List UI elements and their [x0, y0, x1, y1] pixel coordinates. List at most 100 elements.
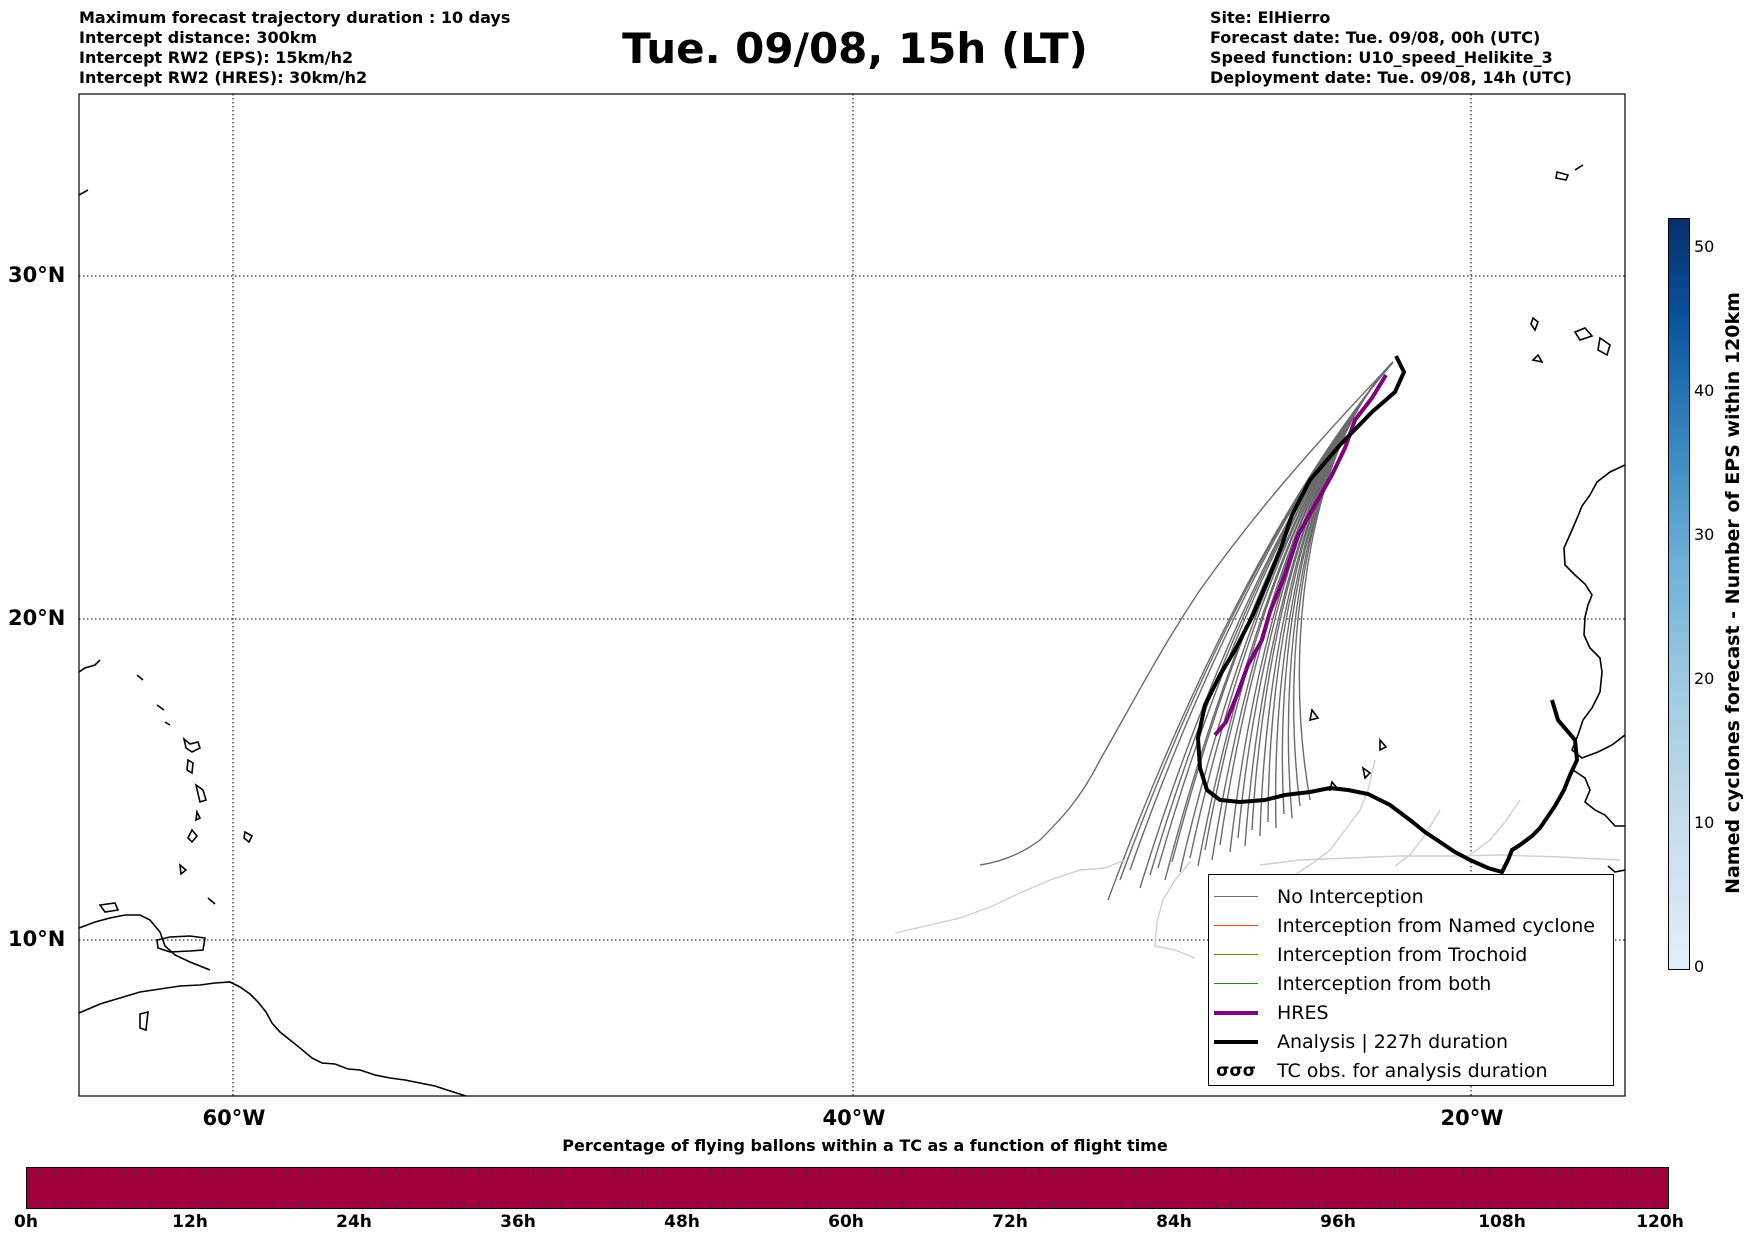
- map-title: Tue. 09/08, 15h (LT): [622, 24, 1088, 73]
- colorbar-tick-20: 20: [1694, 669, 1715, 688]
- coast-africa-3: [1607, 865, 1626, 873]
- coast-island-5: [1531, 353, 1544, 364]
- coast-island-4: [1573, 327, 1594, 341]
- trajectory-light-1: [894, 859, 1126, 934]
- header-left: Maximum forecast trajectory duration : 1…: [79, 8, 510, 88]
- coast-africa-south: [1572, 769, 1625, 827]
- coast-island-2: [1555, 170, 1570, 181]
- coast-antilles-4: [164, 721, 171, 726]
- trajectory-light-6: [1259, 854, 1621, 866]
- coast-venezuela-north: [78, 914, 211, 971]
- colorbar-tick-30: 30: [1694, 525, 1715, 544]
- legend-item-named-cyclone: Interception from Named cyclone: [1209, 911, 1595, 940]
- analysis-trajectory: [1195, 355, 1580, 875]
- header-line-deployment-date: Deployment date: Tue. 09/08, 14h (UTC): [1210, 68, 1572, 87]
- flight-time-tick-60h: 60h: [828, 1212, 864, 1232]
- coast-antilles-7: [194, 783, 207, 804]
- legend-item-tc-obs: σσσ TC obs. for analysis duration: [1209, 1056, 1548, 1085]
- trajectory-light-4: [1394, 809, 1441, 867]
- colorbar-tick-50: 50: [1694, 237, 1715, 256]
- trajectories: [894, 355, 1621, 959]
- legend-swatch-olive: [1214, 954, 1258, 955]
- colorbar-tick-10: 10: [1694, 813, 1715, 832]
- flight-time-tick-72h: 72h: [992, 1212, 1028, 1232]
- trajectory-light-2: [1154, 861, 1196, 959]
- eps-trajectories-lightgray: [894, 759, 1621, 959]
- legend-item-hres: HRES: [1209, 998, 1329, 1027]
- legend-label: Analysis | 227h duration: [1277, 1030, 1509, 1053]
- lat-label-10: 10°N: [8, 927, 66, 951]
- header-line-site: Site: ElHierro: [1210, 8, 1331, 27]
- eps-trajectory: [1298, 361, 1394, 801]
- colorbar-flight-time: [26, 1167, 1669, 1209]
- coast-antilles-9: [187, 828, 199, 844]
- legend-swatch-green: [1214, 983, 1258, 984]
- legend-item-both: Interception from both: [1209, 969, 1491, 998]
- coast-island-1: [1530, 316, 1539, 332]
- header-right: Site: ElHierro Forecast date: Tue. 09/08…: [1210, 8, 1572, 88]
- flight-time-tick-0h: 0h: [14, 1212, 38, 1232]
- legend-swatch-black: [1214, 1039, 1258, 1044]
- coast-antilles-15: [78, 189, 89, 196]
- legend-item-analysis: Analysis | 227h duration: [1209, 1027, 1508, 1056]
- legend-item-trochoid: Interception from Trochoid: [1209, 940, 1527, 969]
- coast-antilles-11: [243, 830, 254, 844]
- lon-label-20w: 20°W: [1440, 1106, 1504, 1130]
- coast-antilles-12: [207, 897, 216, 905]
- legend-label: HRES: [1277, 1001, 1329, 1024]
- trajectory-light-3: [1289, 759, 1376, 879]
- colorbar-tick-40: 40: [1694, 381, 1715, 400]
- bottom-colorbar-title: Percentage of flying ballons within a TC…: [562, 1136, 1168, 1155]
- coast-antilles-6: [186, 758, 194, 775]
- coast-antilles-13: [98, 902, 120, 913]
- lon-label-60w: 60°W: [202, 1106, 266, 1130]
- eps-trajectory-outlier: [979, 361, 1394, 866]
- coast-capeverde-1: [1308, 708, 1320, 722]
- legend-swatch-purple: [1214, 1010, 1258, 1015]
- coast-antilles-14: [139, 1010, 149, 1032]
- flight-time-tick-84h: 84h: [1156, 1212, 1192, 1232]
- coast-antilles-10: [178, 863, 188, 876]
- legend-label: Interception from Trochoid: [1277, 943, 1528, 966]
- header-line-intercept-distance: Intercept distance: 300km: [79, 28, 318, 47]
- trajectory-light-5: [1469, 799, 1521, 856]
- flight-time-tick-36h: 36h: [500, 1212, 536, 1232]
- coastlines: [78, 164, 1626, 1097]
- lat-label-20: 20°N: [8, 606, 66, 630]
- colorbar-eps: [1668, 218, 1690, 970]
- header-line-forecast-date: Forecast date: Tue. 09/08, 00h (UTC): [1210, 28, 1541, 47]
- coast-antilles-3: [156, 704, 165, 711]
- lat-label-30: 30°N: [8, 263, 66, 287]
- header-line-duration: Maximum forecast trajectory duration : 1…: [79, 8, 511, 27]
- coast-antilles-5: [182, 736, 201, 753]
- legend-label: Interception from Named cyclone: [1277, 914, 1595, 937]
- flight-time-tick-48h: 48h: [664, 1212, 700, 1232]
- flight-time-tick-120h: 120h: [1636, 1212, 1684, 1232]
- flight-time-tick-12h: 12h: [172, 1212, 208, 1232]
- coast-trinidad: [156, 935, 206, 953]
- hres-trajectory: [1213, 373, 1388, 737]
- legend-item-no-interception: No Interception: [1209, 882, 1424, 911]
- legend-label: Interception from both: [1277, 972, 1492, 995]
- legend-swatch-gray: [1214, 896, 1258, 897]
- header-line-speed-function: Speed function: U10_speed_Helikite_3: [1210, 48, 1553, 67]
- colorbar-flight-time-divisions: [40, 1168, 1655, 1208]
- legend-swatch-orange: [1214, 925, 1258, 926]
- legend: No Interception Interception from Named …: [1208, 874, 1614, 1086]
- legend-label: No Interception: [1277, 885, 1424, 908]
- legend-label: TC obs. for analysis duration: [1277, 1059, 1548, 1082]
- header-line-intercept-eps: Intercept RW2 (EPS): 15km/h2: [79, 48, 354, 67]
- lon-label-40w: 40°W: [822, 1106, 886, 1130]
- cyclone-symbol-icon: σσσ: [1216, 1060, 1256, 1081]
- colorbar-tick-0: 0: [1694, 957, 1705, 976]
- header-line-intercept-hres: Intercept RW2 (HRES): 30km/h2: [79, 68, 368, 87]
- flight-time-tick-96h: 96h: [1320, 1212, 1356, 1232]
- colorbar-eps-label: Named cyclones forecast - Number of EPS …: [1722, 292, 1744, 894]
- coast-south-america: [78, 981, 467, 1097]
- flight-time-tick-108h: 108h: [1478, 1212, 1526, 1232]
- coast-capeverde-2: [1379, 737, 1388, 752]
- coast-antilles-1: [78, 659, 101, 673]
- coast-capeverde-3: [1361, 766, 1372, 780]
- coast-antilles-2: [136, 674, 144, 681]
- flight-time-tick-24h: 24h: [336, 1212, 372, 1232]
